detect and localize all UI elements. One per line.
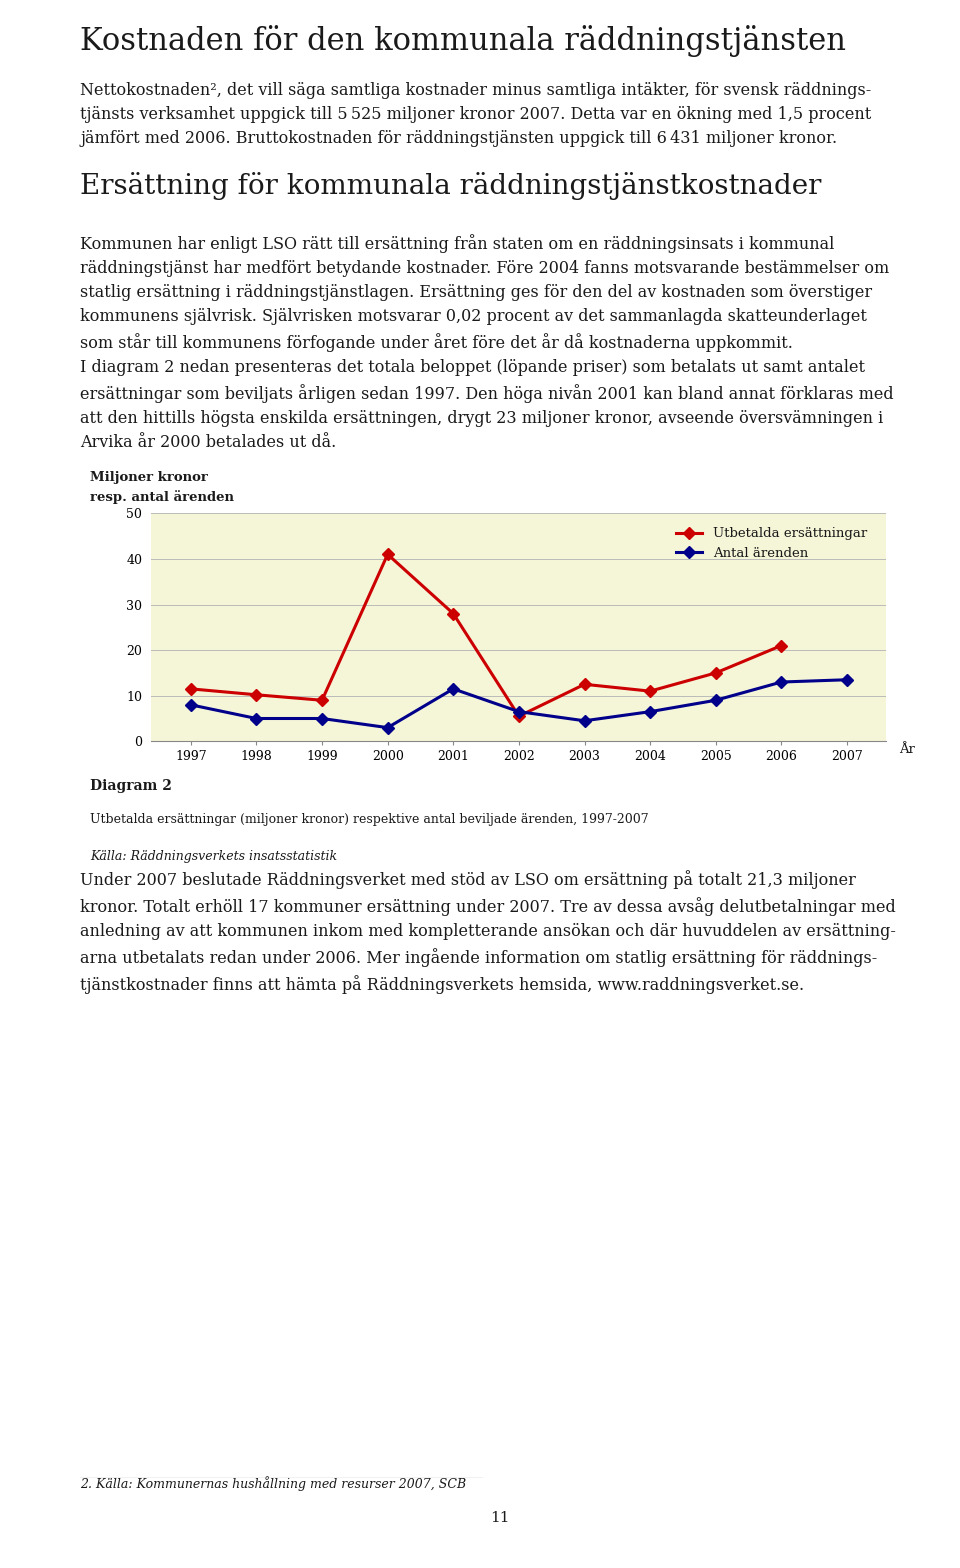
Text: Ersättning för kommunala räddningstjänstkostnader: Ersättning för kommunala räddningstjänst… xyxy=(80,172,822,201)
Text: År: År xyxy=(899,743,915,756)
Text: Kommunen har enligt LSO rätt till ersättning från staten om en räddningsinsats i: Kommunen har enligt LSO rätt till ersätt… xyxy=(80,234,889,353)
Text: 11: 11 xyxy=(491,1512,510,1526)
Text: Kostnaden för den kommunala räddningstjänsten: Kostnaden för den kommunala räddningstjä… xyxy=(80,25,846,56)
Text: Under 2007 beslutade Räddningsverket med stöd av LSO om ersättning på totalt 21,: Under 2007 beslutade Räddningsverket med… xyxy=(80,870,896,994)
Text: Utbetalda ersättningar (miljoner kronor) respektive antal beviljade ärenden, 199: Utbetalda ersättningar (miljoner kronor)… xyxy=(90,814,649,826)
Text: resp. antal ärenden: resp. antal ärenden xyxy=(90,491,234,505)
Text: 2. Källa: Kommunernas hushållning med resurser 2007, SCB: 2. Källa: Kommunernas hushållning med re… xyxy=(80,1475,467,1491)
Text: I diagram 2 nedan presenteras det totala beloppet (löpande priser) som betalats : I diagram 2 nedan presenteras det totala… xyxy=(80,359,894,452)
Text: Miljoner kronor: Miljoner kronor xyxy=(90,472,208,485)
Text: Nettokostnaden², det vill säga samtliga kostnader minus samtliga intäkter, för s: Nettokostnaden², det vill säga samtliga … xyxy=(80,82,872,147)
Text: Diagram 2: Diagram 2 xyxy=(90,779,172,793)
Text: Källa: Räddningsverkets insatsstatistik: Källa: Räddningsverkets insatsstatistik xyxy=(90,850,337,862)
